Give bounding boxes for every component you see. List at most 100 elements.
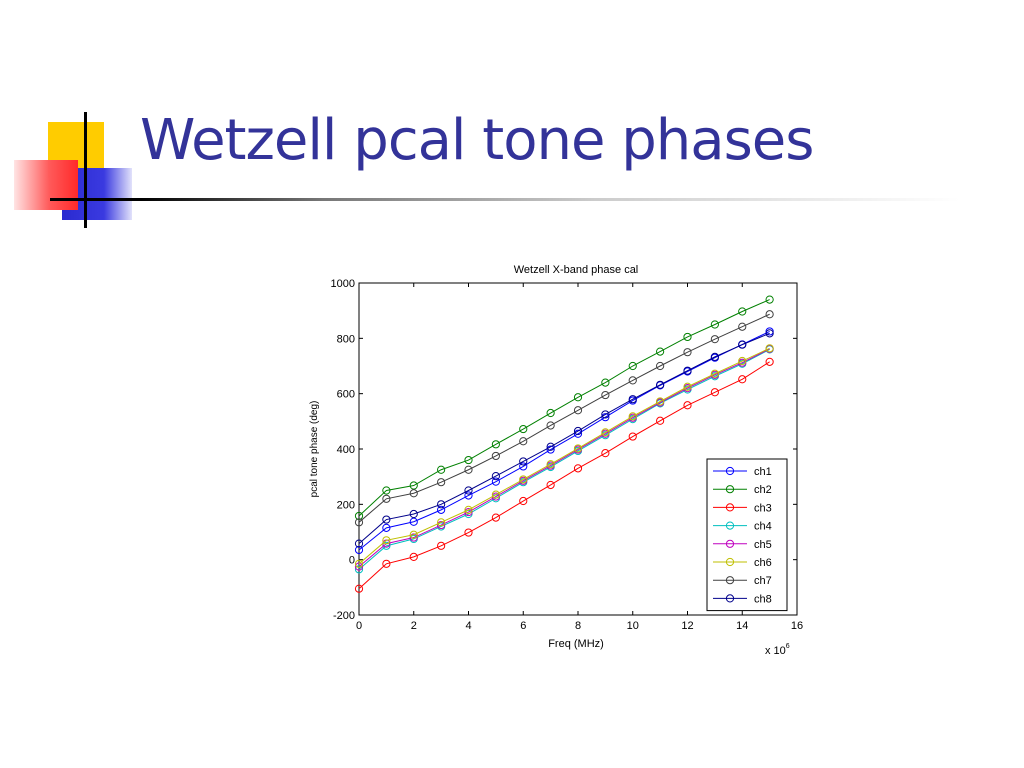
x-tick-label: 10 [627, 620, 639, 632]
data-point-ch1 [491, 477, 500, 486]
data-point-ch7 [710, 335, 719, 344]
series-line-ch8 [358, 332, 770, 544]
x-tick-label: 8 [575, 620, 581, 632]
legend-label-ch5: ch5 [754, 539, 772, 551]
legend-label-ch1: ch1 [754, 466, 772, 478]
x-tick-label: 0 [356, 620, 362, 632]
data-point-ch6 [601, 428, 610, 437]
data-point-ch8 [738, 340, 747, 349]
data-point-ch1 [464, 491, 473, 500]
data-point-ch3 [464, 528, 473, 537]
data-point-ch5 [437, 520, 446, 530]
data-point-ch3 [765, 357, 774, 366]
data-point-ch6 [573, 444, 583, 453]
data-point-ch5 [354, 562, 364, 571]
data-point-ch2 [765, 295, 774, 304]
data-point-ch6 [354, 559, 364, 568]
data-point-ch6 [464, 505, 473, 514]
data-point-ch6 [628, 412, 637, 421]
x-tick-label: 14 [736, 620, 748, 632]
data-point-ch3 [710, 388, 719, 397]
data-point-ch7 [628, 376, 637, 385]
y-tick-label: 600 [337, 389, 355, 401]
x-multiplier: x 106 [765, 643, 790, 657]
data-point-ch6 [491, 490, 500, 499]
legend-marker-ch3 [725, 503, 735, 512]
data-point-ch2 [710, 320, 719, 329]
data-point-ch8 [628, 395, 637, 404]
data-point-ch1 [573, 429, 583, 438]
decor-vertical-line [84, 112, 87, 228]
y-tick-label: 400 [337, 444, 355, 456]
data-point-ch8 [409, 509, 418, 519]
data-point-ch8 [683, 366, 692, 375]
x-multiplier-base: x 10 [765, 645, 786, 657]
data-point-ch3 [409, 552, 418, 561]
data-point-ch5 [464, 507, 473, 517]
data-point-ch1 [437, 505, 446, 514]
data-point-ch7 [409, 489, 418, 498]
data-point-ch3 [491, 513, 500, 522]
data-point-ch7 [765, 310, 774, 319]
decor-red-square [14, 160, 78, 210]
data-point-ch2 [683, 332, 692, 342]
data-point-ch6 [546, 460, 555, 469]
series-line-ch1 [358, 330, 770, 551]
data-point-ch6 [519, 475, 528, 484]
data-point-ch7 [738, 322, 747, 331]
data-point-ch2 [437, 465, 446, 474]
data-point-ch7 [573, 406, 583, 415]
data-point-ch3 [546, 480, 555, 490]
data-point-ch3 [382, 559, 391, 568]
data-point-ch8 [601, 410, 610, 419]
data-point-ch8 [519, 457, 528, 466]
data-point-ch3 [738, 375, 747, 384]
data-point-ch8 [382, 515, 391, 524]
data-point-ch2 [464, 455, 473, 465]
data-point-ch8 [354, 539, 364, 548]
data-point-ch6 [409, 530, 418, 539]
data-point-ch1 [546, 445, 555, 454]
data-point-ch1 [409, 517, 418, 526]
data-point-ch3 [573, 464, 583, 473]
data-point-ch8 [464, 486, 473, 495]
legend-label-ch7: ch7 [754, 575, 772, 587]
phase-cal-chart: Wetzell X-band phase cal pcal tone phase… [309, 264, 803, 657]
data-point-ch7 [656, 361, 665, 371]
data-point-ch7 [354, 518, 364, 527]
series-ch3 [354, 357, 774, 593]
legend-marker-ch6 [725, 557, 735, 567]
data-point-ch4 [382, 541, 391, 550]
data-point-ch3 [601, 449, 610, 458]
legend-label-ch6: ch6 [754, 557, 772, 569]
series-ch2 [354, 295, 774, 521]
data-point-ch6 [437, 518, 446, 527]
data-point-ch6 [710, 369, 719, 378]
y-tick-label: 800 [337, 333, 355, 345]
data-point-ch2 [573, 393, 583, 402]
data-point-ch7 [519, 437, 528, 446]
data-point-ch3 [628, 432, 637, 441]
data-point-ch2 [519, 424, 528, 434]
data-point-ch2 [738, 307, 747, 316]
legend-marker-ch7 [725, 576, 735, 585]
data-point-ch6 [765, 344, 774, 353]
data-point-ch6 [382, 536, 391, 545]
legend-box [706, 458, 788, 612]
series-ch8 [354, 329, 774, 548]
x-tick-label: 12 [681, 620, 693, 632]
data-point-ch3 [683, 401, 692, 410]
data-point-ch7 [546, 421, 555, 430]
data-point-ch7 [601, 390, 610, 400]
x-axis-label: Freq (MHz) [548, 638, 604, 650]
data-point-ch6 [683, 382, 692, 391]
series-line-ch2 [358, 299, 770, 517]
series-ch7 [354, 310, 774, 527]
data-point-ch7 [382, 494, 391, 503]
y-tick-label: 0 [349, 555, 355, 567]
data-point-ch2 [491, 440, 500, 449]
data-point-ch3 [437, 541, 446, 550]
data-point-ch3 [354, 584, 364, 593]
legend-label-ch8: ch8 [754, 593, 772, 605]
legend-label-ch2: ch2 [754, 484, 772, 496]
